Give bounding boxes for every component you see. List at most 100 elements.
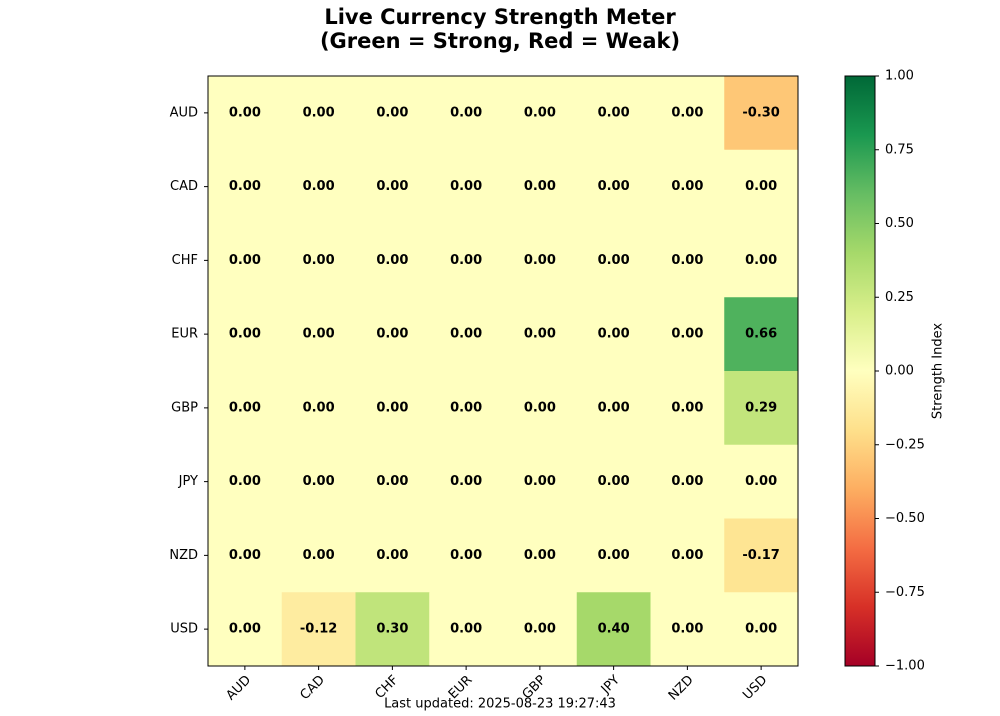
- cell-label: 0.00: [745, 474, 777, 489]
- cell-label: 0.00: [671, 474, 703, 489]
- heatmap-cell: [429, 76, 504, 151]
- cell-label: 0.00: [303, 400, 335, 415]
- cell-label: 0.00: [376, 327, 408, 342]
- heatmap-cell: [281, 297, 356, 372]
- heatmap-cell: [576, 371, 651, 446]
- cell-label: 0.30: [376, 622, 408, 637]
- cell-label: 0.66: [745, 327, 777, 342]
- heatmap-cell: [281, 444, 356, 519]
- heatmap-cell: [281, 518, 356, 593]
- heatmap-cell: [429, 297, 504, 372]
- cell-label: 0.00: [229, 474, 261, 489]
- heatmap-cell: [650, 76, 725, 151]
- heatmap-cell: [429, 592, 504, 667]
- heatmap-cell: [724, 76, 799, 151]
- heatmap-cell: [281, 76, 356, 151]
- heatmap-cell: [650, 371, 725, 446]
- x-tick-label: JPY: [598, 673, 623, 698]
- cell-label: 0.00: [671, 179, 703, 194]
- heatmap-cell: [576, 149, 651, 224]
- heatmap-cell: [503, 223, 578, 298]
- cell-label: 0.00: [745, 253, 777, 268]
- heatmap-cell: [724, 592, 799, 667]
- heatmap-cell: [576, 76, 651, 151]
- cell-label: 0.00: [745, 179, 777, 194]
- heatmap-cell: [208, 149, 283, 224]
- heatmap-cell: [355, 444, 430, 519]
- cell-label: 0.00: [524, 548, 556, 563]
- heatmap-cell: [208, 76, 283, 151]
- colorbar-tick-label: −0.75: [885, 585, 925, 600]
- heatmap-cell: [208, 297, 283, 372]
- heatmap-cell: [281, 223, 356, 298]
- heatmap-cell: [650, 518, 725, 593]
- cell-label: 0.00: [303, 327, 335, 342]
- heatmap-cell: [724, 297, 799, 372]
- cell-label: 0.00: [376, 179, 408, 194]
- colorbar: [844, 75, 876, 667]
- y-tick-label: CHF: [172, 253, 198, 268]
- colorbar-tick-label: 0.75: [885, 142, 914, 157]
- heatmap-cell: [208, 223, 283, 298]
- plot-frame: [207, 75, 799, 667]
- heatmap-cell: [503, 592, 578, 667]
- heatmap-cell: [429, 371, 504, 446]
- heatmap-cell: [429, 444, 504, 519]
- chart-title: (Green = Strong, Red = Weak): [320, 29, 680, 53]
- colorbar-tick-label: 1.00: [885, 69, 914, 84]
- heatmap-cell: [724, 444, 799, 519]
- heatmap-cell: [576, 444, 651, 519]
- cell-label: 0.00: [524, 474, 556, 489]
- cell-label: 0.00: [671, 400, 703, 415]
- cell-label: 0.00: [303, 548, 335, 563]
- heatmap-cell: [281, 149, 356, 224]
- cell-label: 0.00: [303, 105, 335, 120]
- heatmap-cell: [503, 149, 578, 224]
- heatmap-cell: [576, 297, 651, 372]
- cell-label: 0.00: [598, 253, 630, 268]
- heatmap-cell: [355, 371, 430, 446]
- cell-label: 0.00: [524, 622, 556, 637]
- heatmap-cell: [503, 518, 578, 593]
- cell-label: 0.00: [745, 622, 777, 637]
- heatmap-cell: [208, 518, 283, 593]
- heatmap-cell: [576, 223, 651, 298]
- heatmap-cell: [429, 223, 504, 298]
- heatmap-cell: [503, 444, 578, 519]
- y-tick-label: EUR: [171, 327, 198, 342]
- cell-label: 0.00: [671, 253, 703, 268]
- heatmap-cell: [650, 297, 725, 372]
- footer: Last updated: 2025-08-23 19:27:43: [384, 697, 616, 712]
- y-tick-label: JPY: [178, 474, 198, 489]
- cell-label: 0.00: [598, 400, 630, 415]
- cell-label: 0.00: [598, 474, 630, 489]
- y-tick-label: USD: [170, 622, 198, 637]
- cell-label: 0.00: [450, 474, 482, 489]
- heatmap-cell: [281, 592, 356, 667]
- cell-label: 0.00: [303, 474, 335, 489]
- cell-label: 0.00: [524, 179, 556, 194]
- colorbar-tick-label: 0.50: [885, 216, 914, 231]
- chart-title: Live Currency Strength Meter: [324, 5, 676, 29]
- heatmap-cell: [503, 76, 578, 151]
- cell-label: 0.00: [671, 327, 703, 342]
- cell-label: 0.00: [229, 327, 261, 342]
- colorbar-tick-label: −0.50: [885, 511, 925, 526]
- cell-label: 0.00: [598, 327, 630, 342]
- cell-label: 0.00: [598, 548, 630, 563]
- y-tick-label: NZD: [169, 548, 198, 563]
- cell-label: 0.00: [376, 105, 408, 120]
- heatmap-cell: [503, 371, 578, 446]
- colorbar-tick-label: −1.00: [885, 659, 925, 674]
- y-tick-label: AUD: [170, 105, 198, 120]
- cell-label: 0.00: [450, 253, 482, 268]
- heatmap-cell: [503, 297, 578, 372]
- heatmap-cell: [650, 149, 725, 224]
- heatmap-cell: [208, 592, 283, 667]
- heatmap-cell: [355, 76, 430, 151]
- cell-label: 0.00: [303, 253, 335, 268]
- cell-label: 0.00: [524, 105, 556, 120]
- cell-label: 0.00: [450, 622, 482, 637]
- heatmap-cell: [208, 371, 283, 446]
